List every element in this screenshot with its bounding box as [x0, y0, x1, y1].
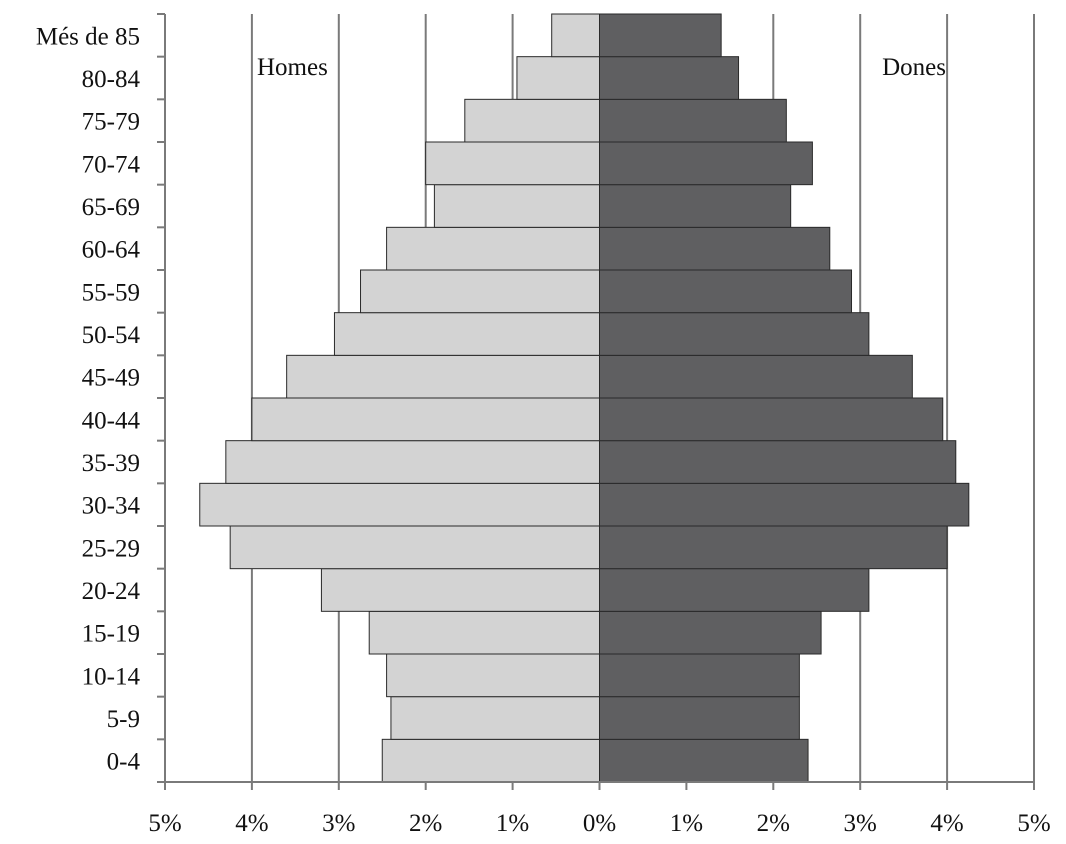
category-label: 0-4 — [107, 749, 141, 776]
bar-homes — [333, 312, 600, 356]
category-label: 10-14 — [82, 663, 141, 690]
bar-homes — [286, 354, 600, 399]
bars-layer — [199, 13, 970, 783]
bar-dones — [599, 56, 740, 100]
category-label: 45-49 — [82, 365, 140, 392]
bar-dones — [599, 312, 870, 356]
bar-dones — [599, 482, 970, 527]
x-tick-label: 0% — [583, 810, 616, 837]
category-label: 60-64 — [82, 237, 141, 264]
labels-layer: Homes Dones — [257, 54, 946, 81]
x-tick-label: 1% — [496, 810, 529, 837]
axis-layer: 5% 4% 3% 2% 1% 0% 1% 2% 3% 4% 5% 0-4 5-9 10-14 15-19 20… — [36, 13, 1051, 837]
legend-dones-label: Dones — [882, 54, 946, 81]
bar-homes — [425, 141, 601, 186]
bar-dones — [599, 226, 831, 271]
bar-homes — [464, 98, 600, 143]
bar-dones — [599, 184, 792, 228]
bar-homes — [551, 13, 601, 58]
x-tick-label: 1% — [670, 810, 703, 837]
category-label: 20-24 — [82, 578, 141, 605]
bar-homes — [251, 397, 600, 442]
bar-dones — [599, 269, 853, 314]
bar-dones — [599, 13, 722, 58]
category-label: 80-84 — [82, 66, 141, 93]
category-label: 25-29 — [82, 535, 140, 562]
bar-homes — [368, 610, 600, 655]
legend-homes-label: Homes — [257, 54, 328, 81]
category-label: 50-54 — [82, 322, 141, 349]
bar-dones — [599, 141, 813, 186]
bar-homes — [386, 226, 600, 271]
bar-homes — [390, 696, 600, 740]
x-tick-label: 3% — [322, 810, 355, 837]
bar-homes — [320, 568, 600, 612]
bar-dones — [599, 696, 800, 740]
category-label: 75-79 — [82, 109, 140, 136]
bar-homes — [433, 184, 601, 228]
bar-dones — [599, 653, 800, 698]
x-tick-label: 2% — [757, 810, 790, 837]
bar-homes — [381, 738, 600, 783]
category-label: 40-44 — [82, 407, 141, 434]
category-label: 65-69 — [82, 194, 140, 221]
bar-dones — [599, 568, 870, 612]
category-label: 5-9 — [107, 706, 140, 733]
bar-dones — [599, 440, 957, 484]
bar-homes — [225, 440, 601, 484]
category-label: Més de 85 — [36, 23, 140, 50]
category-label: 55-59 — [82, 279, 140, 306]
category-label: 35-39 — [82, 450, 140, 477]
bar-homes — [199, 482, 600, 527]
category-label: 15-19 — [82, 621, 140, 648]
bar-dones — [599, 610, 822, 655]
x-tick-label: 5% — [1017, 810, 1050, 837]
x-tick-label: 4% — [930, 810, 963, 837]
x-tick-label: 5% — [148, 810, 181, 837]
bar-homes — [386, 653, 600, 698]
bar-homes — [360, 269, 600, 314]
x-tick-label: 3% — [844, 810, 877, 837]
bar-homes — [516, 56, 601, 100]
x-tick-label: 2% — [409, 810, 442, 837]
bar-dones — [599, 397, 944, 442]
bar-dones — [599, 98, 787, 143]
category-label: 70-74 — [82, 151, 141, 178]
bar-dones — [599, 738, 809, 783]
bar-dones — [599, 354, 913, 399]
category-label: 30-34 — [82, 493, 141, 520]
bar-dones — [599, 525, 948, 570]
x-tick-label: 4% — [235, 810, 268, 837]
bar-homes — [229, 525, 601, 570]
